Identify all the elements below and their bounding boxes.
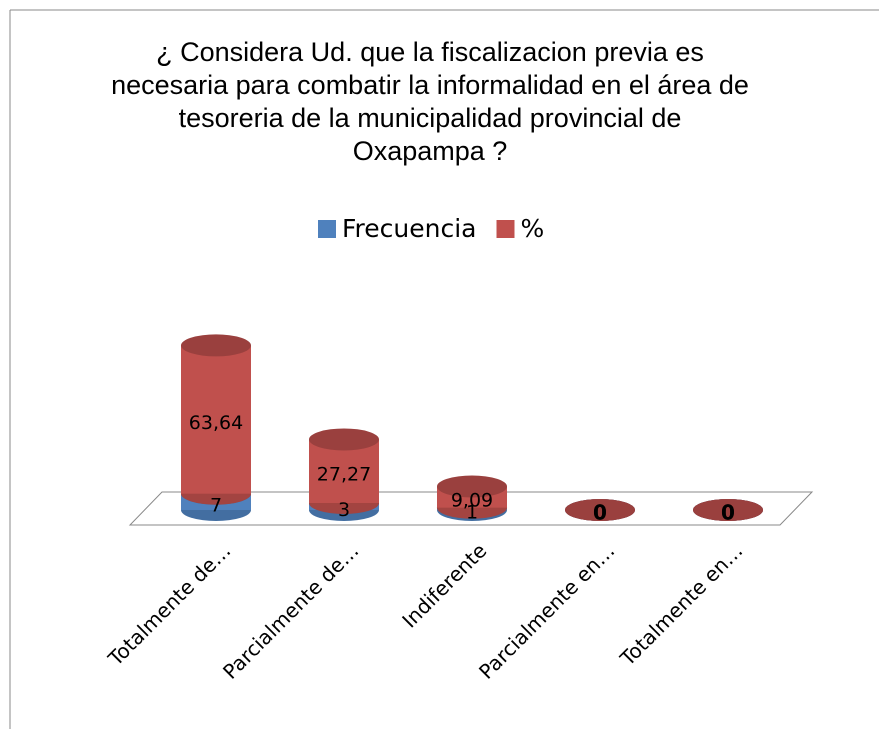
data-label: 63,64 [189, 412, 243, 434]
cylinder-top [181, 334, 251, 357]
data-label: 0 [721, 501, 735, 525]
cylinder-segment [181, 334, 251, 505]
data-label: 0 [593, 501, 607, 525]
data-label: 3 [338, 499, 350, 521]
legend-swatch [318, 220, 336, 238]
x-tick-label: Parcialmente en… [474, 538, 619, 683]
cylinder-top [565, 499, 635, 521]
legend-label: % [521, 214, 545, 243]
cylinder-body [181, 345, 251, 494]
cylinder-top [437, 475, 507, 498]
cylinder-segment [309, 428, 379, 515]
cylinder-top [693, 499, 763, 521]
data-label: 0 [593, 501, 607, 525]
cylinder-top [309, 428, 379, 451]
cylinder-segment [693, 499, 763, 521]
cylinder-segment [565, 499, 635, 521]
data-label: 27,27 [317, 464, 371, 486]
x-tick-label: Totalmente en… [615, 538, 748, 671]
x-tick-label: Indiferente [397, 538, 491, 632]
floor [128, 491, 814, 526]
x-tick-label: Parcialmente de… [218, 538, 363, 683]
legend-label: Frecuencia [342, 214, 477, 243]
legend-swatch [496, 220, 515, 238]
cylinder-segment [437, 475, 507, 519]
data-label: 0 [721, 501, 735, 525]
data-label: 9,09 [451, 490, 493, 512]
x-tick-label: Totalmente de… [103, 538, 236, 671]
data-label: 1 [466, 501, 478, 523]
chart-title: ¿ Considera Ud. que la fiscalizacion pre… [111, 37, 749, 166]
data-label: 7 [210, 494, 222, 516]
